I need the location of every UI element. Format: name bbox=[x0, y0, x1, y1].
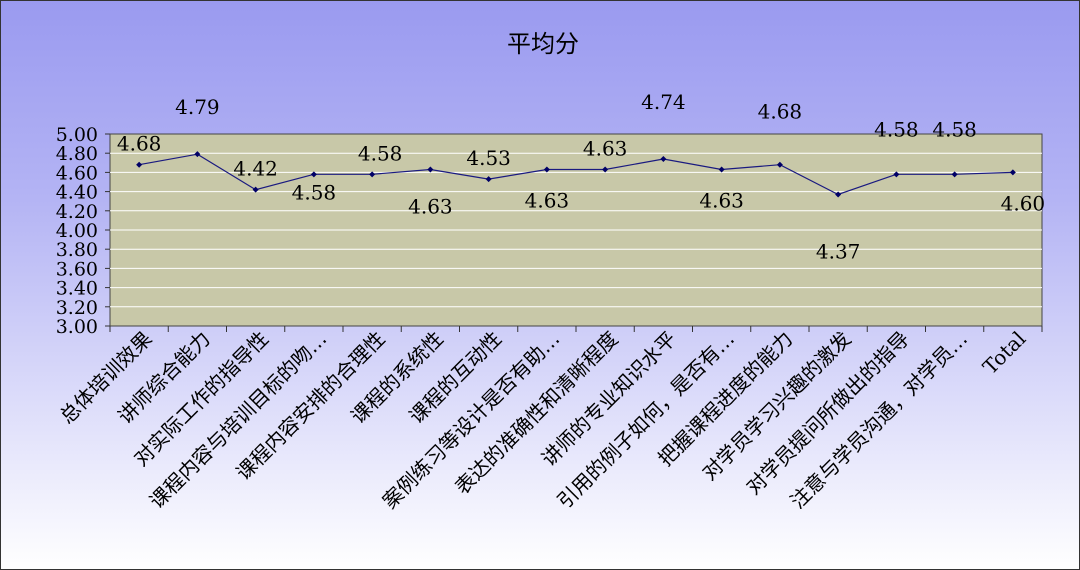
series-line bbox=[138, 153, 1013, 196]
data-label: 4.68 bbox=[758, 100, 803, 124]
data-label: 4.58 bbox=[292, 180, 337, 204]
data-point-marker bbox=[951, 171, 958, 178]
data-label: 4.58 bbox=[874, 117, 919, 141]
y-tick-label-layer: 3.003.203.403.603.804.004.204.404.604.80… bbox=[56, 124, 98, 338]
y-tick-label: 3.60 bbox=[56, 258, 98, 280]
y-tick-label: 4.40 bbox=[56, 182, 98, 204]
y-tick-label: 5.00 bbox=[56, 124, 98, 146]
data-point-marker bbox=[136, 161, 143, 168]
x-tick-label-layer: 总体培训效果讲师综合能力对实际工作的指导性课程内容与培训目标的吻…课程内容安排的… bbox=[55, 327, 1031, 514]
data-label: 4.74 bbox=[641, 90, 686, 114]
data-point-marker bbox=[427, 166, 434, 173]
data-label: 4.37 bbox=[816, 239, 861, 263]
y-tick-label: 3.80 bbox=[56, 239, 98, 261]
y-tick-label: 4.00 bbox=[56, 220, 98, 242]
data-label: 4.79 bbox=[175, 95, 220, 119]
y-tick-label: 3.00 bbox=[56, 316, 98, 338]
data-point-marker bbox=[718, 166, 725, 173]
data-point-marker bbox=[602, 166, 609, 173]
y-tick-label: 3.40 bbox=[56, 278, 98, 300]
grid-layer bbox=[105, 133, 1042, 327]
data-label: 4.63 bbox=[583, 137, 628, 161]
data-point-marker bbox=[776, 161, 783, 168]
data-point-marker bbox=[194, 151, 201, 158]
data-label: 4.42 bbox=[233, 157, 278, 181]
x-tick-label: Total bbox=[978, 327, 1030, 379]
series-layer bbox=[136, 151, 1016, 198]
data-label: 4.63 bbox=[525, 189, 570, 213]
data-label: 4.68 bbox=[117, 132, 162, 156]
data-label: 4.53 bbox=[466, 146, 511, 170]
y-tick-label: 4.20 bbox=[56, 201, 98, 223]
data-point-marker bbox=[369, 171, 376, 178]
data-point-marker bbox=[485, 176, 492, 183]
data-label-layer: 4.68 4.79 4.42 4.58 4.58 4.63 4.53 4.63 4.63 4.74… bbox=[117, 90, 1045, 264]
data-label: 4.63 bbox=[408, 195, 453, 219]
data-point-marker bbox=[893, 171, 900, 178]
chart-title: 平均分 bbox=[507, 30, 579, 58]
data-point-marker bbox=[1009, 169, 1016, 176]
axis-layer bbox=[109, 326, 1043, 332]
data-point-marker bbox=[835, 191, 842, 198]
data-point-marker bbox=[543, 166, 550, 173]
data-point-marker bbox=[310, 171, 317, 178]
data-label: 4.60 bbox=[1001, 191, 1046, 215]
y-tick-label: 3.20 bbox=[56, 297, 98, 319]
data-point-marker bbox=[660, 155, 667, 162]
data-label: 4.58 bbox=[358, 141, 403, 165]
data-label: 4.58 bbox=[932, 117, 977, 141]
y-tick-label: 4.60 bbox=[56, 162, 98, 184]
data-point-marker bbox=[252, 186, 259, 193]
y-tick-label: 4.80 bbox=[56, 143, 98, 165]
data-label: 4.63 bbox=[699, 189, 744, 213]
